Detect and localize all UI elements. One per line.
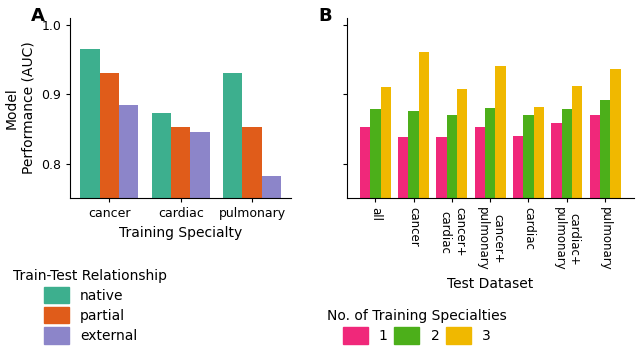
X-axis label: Training Specialty: Training Specialty	[119, 226, 243, 240]
Bar	[447, 115, 457, 354]
Bar	[190, 132, 210, 354]
Bar	[408, 111, 419, 354]
Text: A: A	[31, 7, 45, 25]
Bar	[81, 49, 100, 354]
Bar	[572, 86, 582, 354]
Y-axis label: Model
Performance (AUC): Model Performance (AUC)	[4, 42, 36, 175]
Bar	[610, 69, 621, 354]
X-axis label: Test Dataset: Test Dataset	[447, 276, 533, 291]
Bar	[119, 105, 138, 354]
Bar	[551, 123, 562, 354]
Bar	[419, 52, 429, 354]
Legend: native, partial, external: native, partial, external	[13, 269, 167, 343]
Bar	[495, 66, 506, 354]
Legend: 1, 2, 3: 1, 2, 3	[327, 309, 507, 343]
Bar	[562, 109, 572, 354]
Bar	[100, 73, 119, 354]
Bar	[370, 109, 381, 354]
Bar	[485, 108, 495, 354]
Bar	[436, 137, 447, 354]
Bar	[600, 99, 610, 354]
Bar	[223, 73, 243, 354]
Bar	[152, 113, 171, 354]
Bar	[262, 176, 281, 354]
Bar	[360, 127, 370, 354]
Bar	[589, 115, 600, 354]
Text: B: B	[318, 7, 332, 25]
Bar	[243, 127, 262, 354]
Bar	[381, 87, 391, 354]
Bar	[534, 107, 544, 354]
Bar	[457, 88, 467, 354]
Bar	[524, 115, 534, 354]
Bar	[398, 137, 408, 354]
Bar	[171, 127, 190, 354]
Bar	[513, 136, 524, 354]
Bar	[475, 127, 485, 354]
